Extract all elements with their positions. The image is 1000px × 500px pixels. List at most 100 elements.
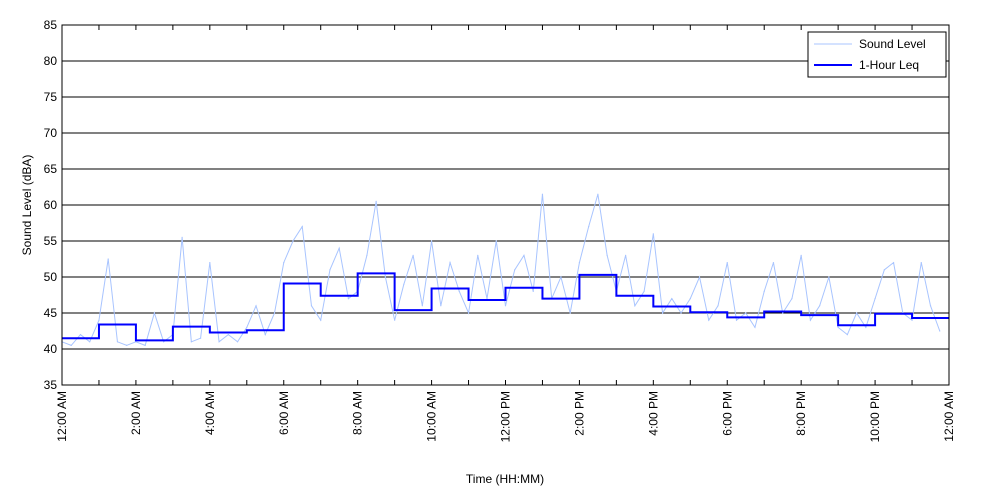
legend-label-leq: 1-Hour Leq <box>859 58 919 72</box>
y-tick-label: 80 <box>44 54 58 68</box>
x-tick-label: 12:00 AM <box>942 391 956 442</box>
data-point-sound-level <box>190 341 192 343</box>
data-point-sound-level <box>689 298 691 300</box>
data-point-sound-level <box>819 305 821 307</box>
data-point-sound-level <box>708 319 710 321</box>
y-tick-label: 70 <box>44 126 58 140</box>
x-tick-label: 4:00 AM <box>203 391 217 435</box>
x-tick-label: 6:00 PM <box>720 391 734 436</box>
data-point-sound-level <box>514 269 516 271</box>
data-point-sound-level <box>273 312 276 314</box>
data-point-sound-level <box>199 337 202 339</box>
data-point-sound-level <box>477 254 479 256</box>
y-tick-label: 60 <box>44 198 58 212</box>
x-axis-label: Time (HH:MM) <box>466 472 544 486</box>
data-point-sound-level <box>283 262 285 264</box>
y-tick-label: 85 <box>44 18 58 32</box>
data-point-sound-level <box>597 193 599 195</box>
y-tick-label: 35 <box>44 378 58 392</box>
data-point-sound-level <box>79 334 82 336</box>
data-point-sound-level <box>745 312 747 314</box>
data-point-sound-level <box>209 262 211 264</box>
x-tick-label: 8:00 PM <box>794 391 808 436</box>
data-point-sound-level <box>504 305 507 307</box>
data-point-sound-level <box>541 193 544 195</box>
data-point-sound-level <box>255 305 257 307</box>
y-tick-label: 45 <box>44 306 58 320</box>
data-point-sound-level <box>560 276 562 278</box>
data-point-sound-level <box>588 226 590 228</box>
data-point-sound-level <box>495 240 497 242</box>
x-tick-label: 6:00 AM <box>277 391 291 435</box>
data-point-sound-level <box>625 254 627 256</box>
data-point-sound-level <box>292 240 294 242</box>
data-point-sound-level <box>809 319 812 321</box>
x-tick-label: 10:00 PM <box>868 391 882 442</box>
data-point-sound-level <box>569 312 571 314</box>
data-point-sound-level <box>846 334 848 336</box>
data-point-sound-level <box>375 200 377 202</box>
data-point-sound-level <box>107 258 109 260</box>
data-point-sound-level <box>643 290 645 292</box>
data-point-sound-level <box>384 276 386 278</box>
x-tick-label: 2:00 AM <box>129 391 143 435</box>
x-tick-label: 2:00 PM <box>572 391 586 436</box>
data-point-sound-level <box>430 240 433 242</box>
data-point-sound-level <box>661 312 664 314</box>
data-point-sound-level <box>606 254 608 256</box>
y-tick-label: 55 <box>44 234 58 248</box>
data-point-sound-level <box>135 341 137 343</box>
data-point-sound-level <box>338 247 340 249</box>
data-point-sound-level <box>523 254 525 256</box>
data-point-sound-level <box>163 341 165 343</box>
data-point-sound-level <box>671 298 673 300</box>
data-point-sound-level <box>754 326 756 328</box>
data-point-sound-level <box>865 326 867 328</box>
series-line-sound-level <box>61 194 941 347</box>
data-point-sound-level <box>717 305 719 307</box>
y-tick-label: 40 <box>44 342 58 356</box>
data-point-sound-level <box>791 298 793 300</box>
data-point-sound-level <box>89 341 91 343</box>
data-point-sound-level <box>652 233 654 235</box>
data-point-sound-level <box>883 269 885 271</box>
data-point-sound-level <box>301 226 303 228</box>
x-tick-label: 10:00 AM <box>425 391 439 442</box>
data-point-sound-level <box>772 262 775 264</box>
x-tick-label: 12:00 AM <box>55 391 69 442</box>
x-tick-label: 8:00 AM <box>351 391 365 435</box>
legend-box <box>807 31 947 78</box>
data-point-sound-level <box>929 305 932 307</box>
y-tick-label: 75 <box>44 90 58 104</box>
data-point-sound-level <box>246 326 248 328</box>
y-tick-label: 65 <box>44 162 58 176</box>
data-point-sound-level <box>874 298 876 300</box>
data-point-sound-level <box>800 254 802 256</box>
data-point-sound-level <box>763 290 765 292</box>
x-tick-label: 12:00 PM <box>499 391 513 442</box>
data-point-sound-level <box>782 312 784 314</box>
data-point-sound-level <box>578 262 581 264</box>
data-point-sound-level <box>126 344 128 346</box>
data-point-sound-level <box>412 254 414 256</box>
y-tick-label: 50 <box>44 270 58 284</box>
data-point-sound-level <box>236 341 239 343</box>
data-point-sound-level <box>116 341 119 343</box>
data-point-sound-level <box>856 312 858 314</box>
data-point-sound-level <box>366 254 368 256</box>
data-point-sound-level <box>486 298 488 300</box>
data-point-sound-level <box>449 262 451 264</box>
legend: Sound Level 1-Hour Leq <box>807 31 947 78</box>
data-point-sound-level <box>892 262 895 264</box>
data-point-sound-level <box>70 344 72 346</box>
data-point-sound-level <box>264 334 266 336</box>
data-point-sound-level <box>144 344 146 346</box>
data-point-sound-level <box>329 269 331 271</box>
data-point-sound-level <box>218 341 220 343</box>
data-point-sound-level <box>458 290 460 292</box>
data-point-sound-level <box>98 319 100 321</box>
data-point-sound-level <box>698 276 701 278</box>
data-point-sound-level <box>920 262 922 264</box>
data-point-sound-level <box>467 312 470 314</box>
